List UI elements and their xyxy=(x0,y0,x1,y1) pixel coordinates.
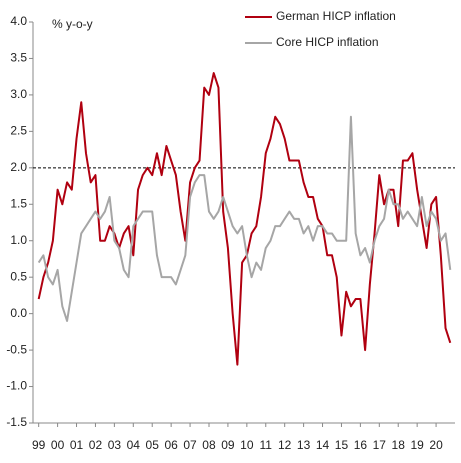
x-tick-label: 11 xyxy=(260,438,273,452)
series-line xyxy=(37,115,452,322)
x-tick-label: 02 xyxy=(89,438,103,452)
x-tick-label: 03 xyxy=(108,438,122,452)
y-tick-label: -0.5 xyxy=(6,342,27,356)
x-tick-label: 08 xyxy=(202,438,216,452)
x-tick-label: 07 xyxy=(183,438,197,452)
y-tick-label: 4.0 xyxy=(10,14,27,28)
x-tick-label: 18 xyxy=(392,438,406,452)
legend-label: Core HICP inflation xyxy=(276,35,379,49)
x-tick-label: 14 xyxy=(316,438,330,452)
x-tick-label: 17 xyxy=(373,438,387,452)
x-tick-label: 05 xyxy=(146,438,160,452)
y-tick-label: 0.5 xyxy=(10,269,27,283)
y-tick-label: 0.0 xyxy=(10,306,27,320)
x-tick-label: 09 xyxy=(221,438,235,452)
legend-label: German HICP inflation xyxy=(276,9,396,23)
y-tick-label: 2.0 xyxy=(10,160,27,174)
series-line xyxy=(37,72,452,366)
x-tick-label: 99 xyxy=(32,438,46,452)
y-tick-label: -1.0 xyxy=(6,379,27,393)
x-tick-label: 13 xyxy=(297,438,311,452)
y-axis-label: % y-o-y xyxy=(52,17,93,31)
x-tick-label: 20 xyxy=(429,438,443,452)
x-tick-label: 04 xyxy=(127,438,141,452)
y-tick-label: 3.5 xyxy=(10,51,27,65)
y-tick-label: -1.5 xyxy=(6,415,27,429)
y-tick-label: 3.0 xyxy=(10,87,27,101)
x-tick-label: 06 xyxy=(164,438,178,452)
x-tick-label: 19 xyxy=(410,438,424,452)
x-tick-label: 12 xyxy=(278,438,292,452)
y-tick-label: 1.5 xyxy=(10,196,27,210)
x-tick-label: 00 xyxy=(51,438,65,452)
x-tick-label: 10 xyxy=(240,438,254,452)
y-tick-label: 1.0 xyxy=(10,233,27,247)
x-tick-label: 15 xyxy=(335,438,349,452)
y-tick-label: 2.5 xyxy=(10,124,27,138)
x-tick-label: 16 xyxy=(354,438,368,452)
x-tick-label: 01 xyxy=(70,438,84,452)
